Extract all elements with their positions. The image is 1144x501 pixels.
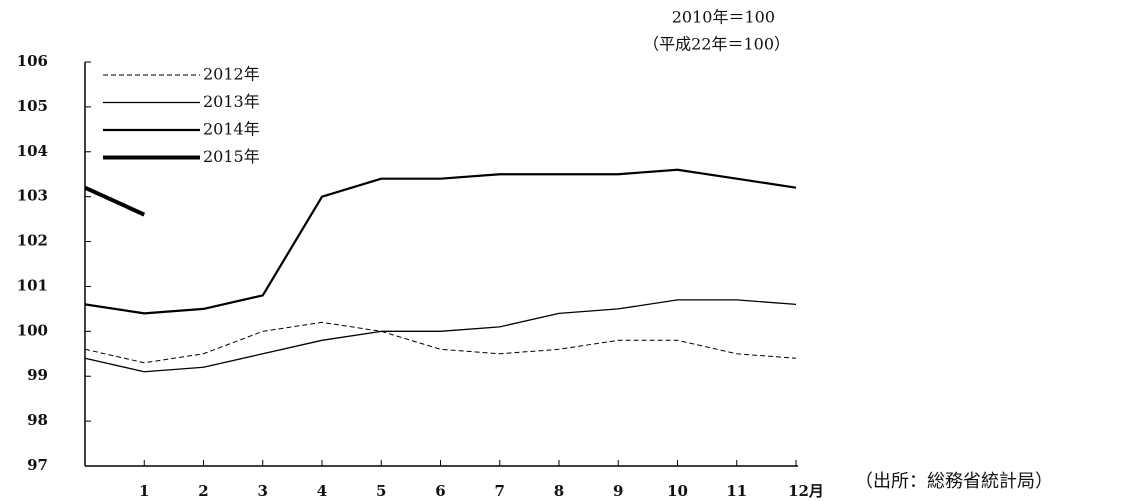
base-note: 2010年＝100 — [672, 8, 775, 27]
legend-label: 2012年 — [203, 65, 260, 84]
x-tick-label: 6 — [435, 482, 445, 500]
source-note: （出所：総務省統計局） — [855, 471, 1053, 492]
y-tick-label: 97 — [27, 456, 48, 474]
base-note-era: （平成22年＝100） — [643, 35, 790, 54]
series-line — [84, 299, 797, 373]
y-tick-label: 105 — [17, 97, 48, 115]
x-tick-label: 3 — [258, 482, 268, 500]
y-tick-label: 98 — [27, 411, 48, 429]
legend-label: 2014年 — [203, 120, 260, 139]
y-tick-label: 106 — [17, 52, 48, 70]
x-tick-label: 4 — [317, 482, 327, 500]
series-line — [84, 321, 797, 364]
x-tick-label: 7 — [495, 482, 505, 500]
series-line — [84, 185, 146, 217]
y-tick-label: 100 — [17, 321, 48, 339]
y-tick-label: 104 — [17, 142, 48, 160]
x-tick-label: 5 — [376, 482, 386, 500]
x-tick-label: 10 — [667, 482, 688, 500]
x-tick-label: 2 — [198, 482, 208, 500]
y-tick-label: 99 — [27, 366, 48, 384]
x-tick-label: 8 — [554, 482, 564, 500]
x-tick-label: 11 — [726, 482, 747, 500]
series-line — [84, 168, 797, 315]
y-tick-label: 102 — [17, 232, 48, 250]
y-tick-label: 101 — [17, 276, 48, 294]
x-tick-label: 12月 — [788, 482, 824, 500]
legend-label: 2015年 — [203, 147, 260, 166]
x-tick-label: 9 — [613, 482, 623, 500]
x-tick-label: 1 — [139, 482, 149, 500]
legend-label: 2013年 — [203, 92, 260, 111]
y-tick-label: 103 — [17, 187, 48, 205]
